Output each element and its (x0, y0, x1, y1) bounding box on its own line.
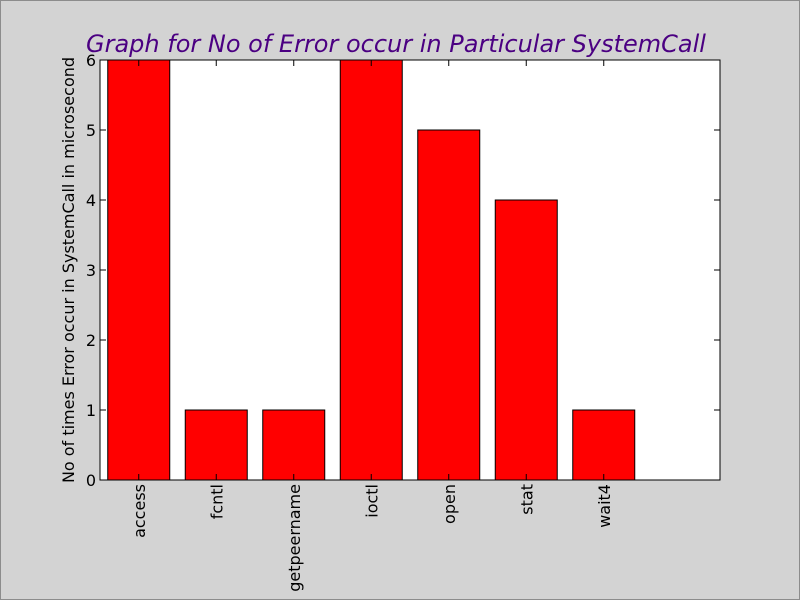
bar-wait4 (572, 409, 636, 481)
x-tick-label-access: access (130, 484, 149, 538)
y-tick-label: 5 (86, 121, 96, 140)
x-tick-label-fcntl: fcntl (207, 484, 226, 519)
y-tick-label: 3 (86, 261, 96, 280)
bars-group (107, 59, 636, 481)
y-tick-label: 0 (86, 471, 96, 490)
y-axis-label: No of times Error occur in SystemCall in… (59, 57, 78, 483)
y-tick-label: 1 (86, 401, 96, 420)
x-tick-label-open: open (440, 484, 459, 524)
y-tick-label: 6 (86, 51, 96, 70)
x-tick-label-wait4: wait4 (595, 484, 614, 528)
x-tick-label-getpeername: getpeername (285, 484, 304, 592)
x-tick-label-ioctl: ioctl (362, 484, 381, 518)
bar-fcntl (184, 409, 248, 481)
y-axis-ticks: 0 1 2 3 4 5 6 (86, 51, 720, 490)
bar-stat (494, 199, 558, 481)
y-tick-label: 2 (86, 331, 96, 350)
y-tick-label: 4 (86, 191, 96, 210)
x-axis-ticks: access fcntl getpeername ioctl open stat wait4 (130, 60, 614, 592)
bar-ioctl (339, 59, 403, 481)
bar-access (107, 59, 171, 481)
bar-open (417, 129, 481, 481)
x-tick-label-stat: stat (517, 484, 536, 515)
chart-title: Graph for No of Error occur in Particula… (86, 30, 706, 58)
bar-getpeername (262, 409, 326, 481)
